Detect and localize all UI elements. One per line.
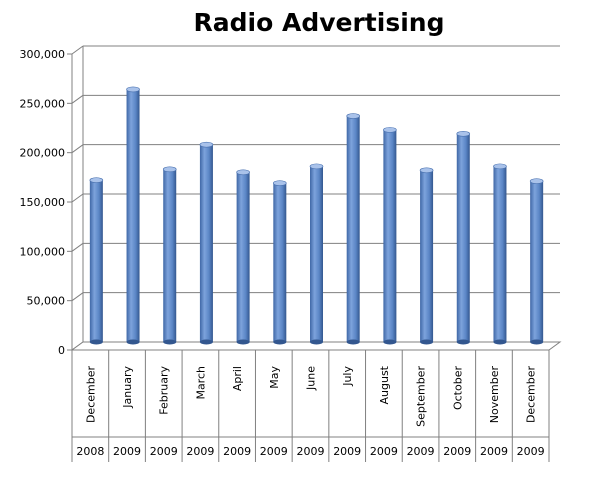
- bar: [199, 141, 214, 345]
- y-tick-label: 0: [58, 344, 65, 357]
- x-year-label: 2009: [260, 445, 288, 458]
- x-month-label: September: [415, 366, 428, 427]
- bar-body: [493, 166, 507, 342]
- x-month-label: July: [341, 366, 354, 387]
- bar-base: [199, 339, 213, 345]
- bar: [309, 163, 324, 345]
- bar-body: [89, 180, 103, 342]
- bar-body: [236, 172, 250, 342]
- bar-body: [420, 170, 434, 342]
- bar-body: [383, 129, 397, 342]
- bar: [456, 131, 471, 345]
- bar: [162, 166, 177, 345]
- axis-layer: [67, 46, 562, 462]
- bar-body: [163, 169, 177, 342]
- bar-base: [273, 339, 287, 345]
- bar-layer: [89, 86, 544, 345]
- gridline-depth: [71, 45, 84, 55]
- x-month-label: August: [378, 365, 391, 404]
- x-year-label: 2009: [150, 445, 178, 458]
- y-tick-label: 200,000: [20, 147, 66, 160]
- bar-top: [419, 167, 434, 174]
- bar-body: [530, 181, 544, 342]
- x-month-label: April: [231, 366, 244, 391]
- bar-body: [126, 89, 140, 342]
- gridline-depth: [71, 94, 84, 104]
- x-year-label: 2008: [76, 445, 104, 458]
- bar-top: [309, 163, 324, 170]
- bar-base: [126, 339, 140, 345]
- bar-body: [310, 166, 323, 342]
- y-tick-label: 50,000: [27, 295, 66, 308]
- y-tick-label: 150,000: [20, 196, 66, 209]
- label-layer: 0 50,000 100,000 150,000 200,000 250,000 300,0…: [20, 48, 545, 458]
- bar-top: [493, 163, 507, 170]
- y-tick-label: 300,000: [20, 48, 66, 61]
- bar: [236, 169, 250, 345]
- x-month-label: November: [488, 366, 501, 424]
- bar-top: [162, 166, 177, 173]
- bar: [493, 163, 507, 345]
- x-year-label: 2009: [443, 445, 471, 458]
- x-month-label: December: [84, 366, 97, 424]
- gridline-depth: [71, 193, 84, 203]
- bar-base: [310, 339, 323, 345]
- x-month-label: October: [451, 366, 464, 410]
- bar-base: [420, 339, 434, 345]
- bar-top: [89, 177, 104, 183]
- bar-top: [456, 131, 471, 137]
- bar-base: [530, 339, 544, 345]
- bar-top: [126, 86, 140, 93]
- x-month-label: March: [194, 366, 207, 400]
- x-year-label: 2009: [333, 445, 361, 458]
- bar: [273, 180, 287, 345]
- bar-base: [89, 339, 103, 345]
- bar: [89, 177, 104, 345]
- bar: [529, 178, 544, 345]
- gridline-depth: [71, 242, 84, 252]
- bar-base: [346, 339, 360, 345]
- chart-title: Radio Advertising: [193, 8, 445, 37]
- y-tick-label: 100,000: [20, 245, 66, 258]
- x-year-label: 2009: [370, 445, 398, 458]
- bar-top: [236, 169, 250, 176]
- bar-body: [456, 133, 470, 342]
- bar-base: [163, 339, 177, 345]
- bar-body: [346, 116, 360, 342]
- y-tick-label: 250,000: [20, 97, 66, 110]
- x-year-label: 2009: [113, 445, 141, 458]
- bar-base: [456, 339, 470, 345]
- bar-top: [199, 141, 214, 148]
- bar: [346, 113, 360, 345]
- x-month-label: February: [158, 366, 171, 415]
- x-month-label: December: [525, 366, 538, 424]
- bar-top: [383, 127, 397, 133]
- x-year-label: 2009: [407, 445, 435, 458]
- bar: [419, 167, 434, 345]
- x-month-label: June: [305, 366, 318, 391]
- x-month-label: January: [121, 366, 134, 409]
- bar-body: [273, 183, 287, 342]
- x-year-label: 2009: [186, 445, 214, 458]
- bar: [383, 127, 397, 345]
- bar-body: [199, 144, 213, 342]
- bar-top: [529, 178, 544, 184]
- gridline-depth: [71, 144, 84, 154]
- bar-base: [493, 339, 507, 345]
- x-month-label: May: [268, 366, 281, 389]
- x-year-label: 2009: [223, 445, 251, 458]
- x-year-label: 2009: [480, 445, 508, 458]
- bar-top: [273, 180, 287, 186]
- bar-base: [383, 339, 397, 345]
- x-year-label: 2009: [517, 445, 545, 458]
- x-year-label: 2009: [297, 445, 325, 458]
- bar-top: [346, 113, 360, 119]
- bar-base: [236, 339, 250, 345]
- gridline-depth: [71, 292, 84, 302]
- bar: [126, 86, 140, 345]
